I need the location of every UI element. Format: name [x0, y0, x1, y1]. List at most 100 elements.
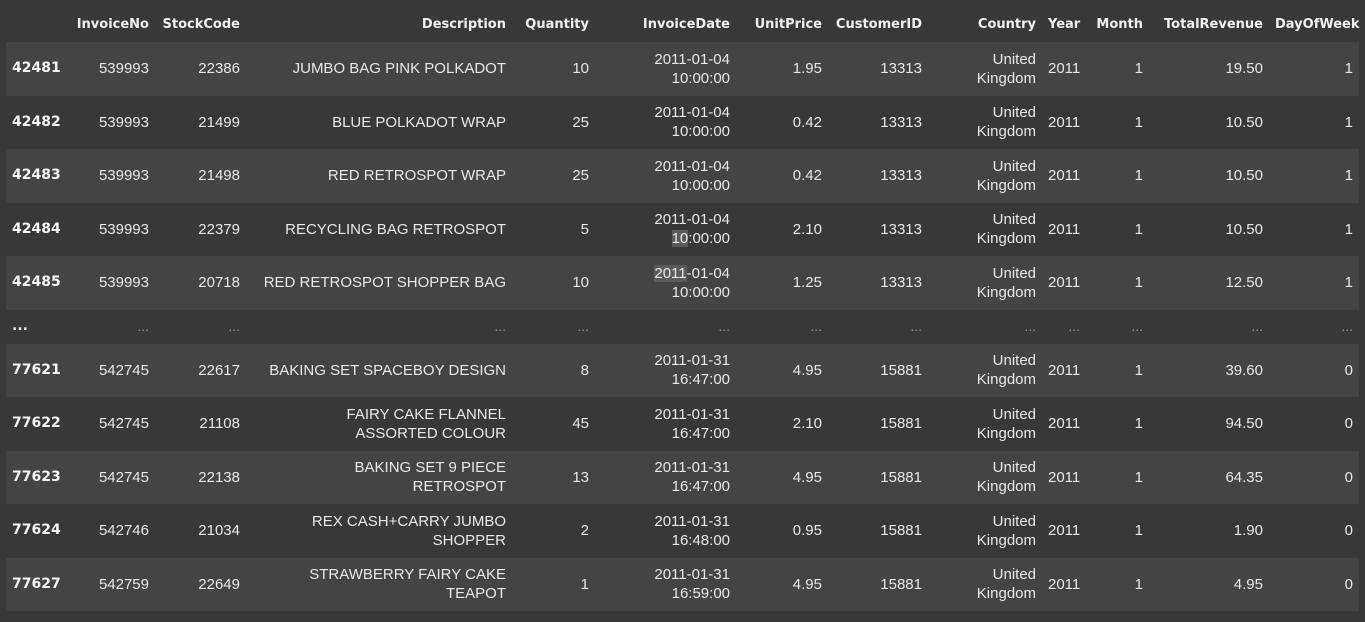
table-row: 77622 542745 21108 FAIRY CAKE FLANNEL ASS…	[6, 397, 1359, 451]
cell-customerid: 13313	[880, 274, 922, 292]
cell-month: 1	[1134, 220, 1143, 238]
column-header-invoiceno: InvoiceNo	[76, 16, 149, 32]
cell-time: 10:00:00	[671, 283, 730, 301]
cell-description: REX CASH+CARRY JUMBO SHOPPER	[246, 504, 512, 558]
cell-quantity: 10	[572, 60, 589, 78]
table-row: 42484 539993 22379 RECYCLING BAG RETROSP…	[6, 202, 1359, 257]
cell-date: 2011-01-04	[654, 50, 730, 68]
table-row: 42482 539993 21499 BLUE POLKADOT WRAP 25…	[6, 95, 1359, 150]
selection-highlight: 2011	[654, 264, 687, 282]
cell-country: United Kingdom	[928, 203, 1042, 257]
cell-invoicedate: 2011-01-31 16:47:00	[595, 344, 736, 398]
cell-totalrevenue: 39.60	[1225, 361, 1263, 379]
cell-country-line2: Kingdom	[976, 230, 1036, 248]
row-index: 42485	[12, 274, 61, 291]
cell-description-line1: STRAWBERRY FAIRY CAKE	[309, 566, 506, 584]
cell-country-line1: United	[992, 566, 1036, 584]
cell-unitprice: 1.95	[792, 60, 822, 78]
cell-invoiceno: 539993	[98, 113, 149, 131]
cell-unitprice: 4.95	[792, 361, 822, 379]
cell-invoiceno: 542745	[98, 468, 149, 486]
ellipsis-cell: ...	[12, 318, 28, 334]
cell-customerid: 15881	[880, 575, 922, 593]
cell-country-line2: Kingdom	[976, 531, 1036, 549]
cell-month: 1	[1134, 274, 1143, 292]
column-header-year: Year	[1048, 16, 1081, 32]
row-index: 77622	[12, 415, 61, 432]
cell-dayofweek: 0	[1344, 468, 1353, 486]
cell-time: 10:00:00	[671, 176, 730, 194]
cell-year: 2011	[1048, 361, 1081, 379]
cell-country: United Kingdom	[928, 96, 1042, 150]
index-header	[6, 6, 64, 42]
cell-dayofweek: 1	[1344, 167, 1353, 185]
cell-invoicedate: 2011-01-04 10:00:00	[595, 256, 736, 310]
cell-customerid: 15881	[880, 415, 922, 433]
cell-date: 2011-01-31	[654, 459, 730, 477]
cell-unitprice: 0.42	[792, 167, 822, 185]
cell-month: 1	[1134, 522, 1143, 540]
table-row: 42481 539993 22386 JUMBO BAG PINK POLKAD…	[6, 42, 1359, 96]
cell-customerid: 15881	[880, 361, 922, 379]
cell-time: 16:59:00	[671, 585, 730, 603]
cell-quantity: 45	[572, 415, 589, 433]
table-row: 77621 542745 22617 BAKING SET SPACEBOY D…	[6, 343, 1359, 398]
column-header-quantity: Quantity	[525, 16, 589, 32]
cell-month: 1	[1134, 415, 1143, 433]
cell-year: 2011	[1048, 167, 1081, 185]
cell-customerid: 15881	[880, 522, 922, 540]
cell-quantity: 5	[580, 220, 589, 238]
cell-date: 2011-01-04	[654, 264, 730, 282]
cell-country-line1: United	[992, 157, 1036, 175]
cell-country-line2: Kingdom	[976, 69, 1036, 87]
column-header-totalrevenue: TotalRevenue	[1164, 16, 1263, 32]
cell-customerid: 13313	[880, 167, 922, 185]
table-row: 42485 539993 20718 RED RETROSPOT SHOPPER…	[6, 256, 1359, 310]
ellipsis-cell: ...	[1131, 318, 1143, 334]
cell-time: 10:00:00	[671, 230, 730, 248]
cell-invoicedate: 2011-01-04 10:00:00	[595, 96, 736, 150]
cell-invoiceno: 542746	[98, 522, 149, 540]
cell-year: 2011	[1048, 575, 1081, 593]
cell-country-line1: United	[992, 264, 1036, 282]
cell-date: 2011-01-31	[654, 405, 730, 423]
cell-quantity: 8	[580, 361, 589, 379]
cell-country-line1: United	[992, 352, 1036, 370]
ellipsis-cell: ...	[718, 318, 730, 334]
cell-unitprice: 2.10	[792, 220, 822, 238]
cell-totalrevenue: 19.50	[1225, 60, 1263, 78]
cell-country: United Kingdom	[928, 504, 1042, 558]
cell-date: 2011-01-31	[654, 566, 730, 584]
ellipsis-cell: ...	[1024, 318, 1036, 334]
cell-time: 10:00:00	[671, 69, 730, 87]
ellipsis-cell: ...	[810, 318, 822, 334]
cell-totalrevenue: 10.50	[1225, 220, 1263, 238]
cell-month: 1	[1134, 361, 1143, 379]
cell-country-line2: Kingdom	[976, 176, 1036, 194]
cell-date: 2011-01-04	[654, 157, 730, 175]
cell-description-line1: BAKING SET 9 PIECE	[354, 459, 506, 477]
cell-invoicedate: 2011-01-04 10:00:00	[595, 42, 736, 96]
cell-country-line2: Kingdom	[976, 371, 1036, 389]
cell-customerid: 13313	[880, 113, 922, 131]
cell-date: 2011-01-04	[654, 211, 730, 229]
cell-unitprice: 4.95	[792, 575, 822, 593]
cell-totalrevenue: 94.50	[1225, 415, 1263, 433]
cell-dayofweek: 1	[1344, 113, 1353, 131]
cell-description: RECYCLING BAG RETROSPOT	[285, 220, 506, 238]
dataframe-table: InvoiceNo StockCode Description Quantity…	[6, 6, 1360, 611]
cell-customerid: 13313	[880, 220, 922, 238]
cell-country-line2: Kingdom	[976, 424, 1036, 442]
cell-invoicedate: 2011-01-04 10:00:00	[595, 203, 736, 257]
cell-description: BAKING SET 9 PIECE RETROSPOT	[246, 451, 512, 505]
cell-stockcode: 22138	[198, 468, 240, 486]
cell-description: RED RETROSPOT WRAP	[327, 167, 506, 185]
cell-invoicedate: 2011-01-31 16:47:00	[595, 451, 736, 505]
cell-country: United Kingdom	[928, 42, 1042, 96]
cell-country: United Kingdom	[928, 451, 1042, 505]
cell-month: 1	[1134, 113, 1143, 131]
cell-country-line2: Kingdom	[976, 123, 1036, 141]
cell-stockcode: 21034	[198, 522, 240, 540]
cell-time: 16:47:00	[671, 424, 730, 442]
column-header-stockcode: StockCode	[162, 16, 240, 32]
